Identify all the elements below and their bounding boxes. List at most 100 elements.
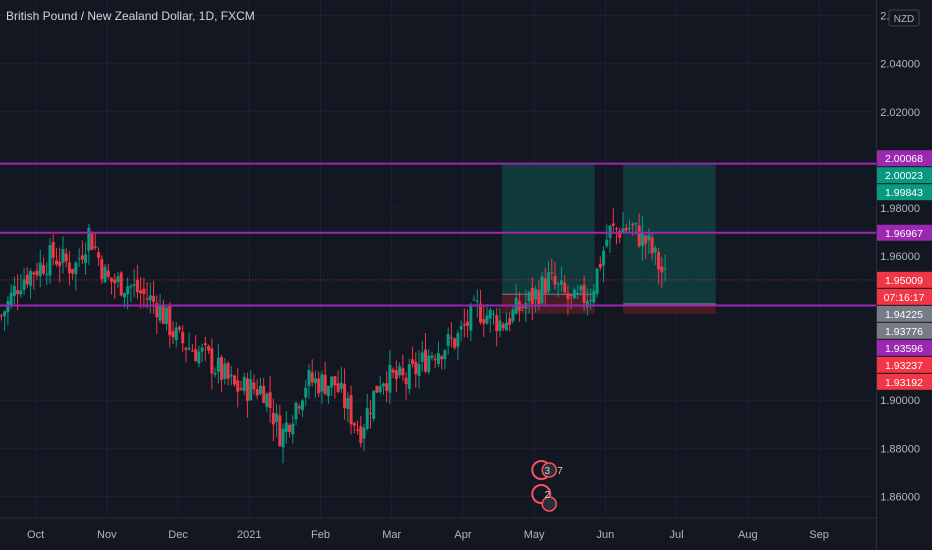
candle-body	[401, 368, 405, 376]
candle-body	[307, 369, 311, 386]
candle-body	[216, 357, 220, 372]
candle-body	[540, 276, 544, 304]
candle-body	[650, 237, 654, 254]
candle-body	[547, 272, 551, 292]
candle-body	[378, 386, 382, 393]
candle-body	[245, 378, 249, 402]
candle-body	[210, 348, 214, 374]
candle-body	[359, 426, 363, 443]
candle-body	[275, 413, 279, 422]
candle-body	[352, 423, 356, 426]
candle-body	[200, 347, 204, 352]
candle-body	[242, 376, 246, 392]
candle-body	[116, 276, 120, 282]
candle-body	[258, 385, 262, 395]
candle-body	[184, 347, 188, 350]
candle-body	[556, 283, 560, 285]
candle-body	[572, 289, 576, 299]
event-marker-icon[interactable]	[541, 496, 558, 512]
candle-body	[132, 284, 136, 286]
candle-body	[466, 321, 470, 326]
candle-body	[598, 264, 602, 268]
candle-body	[420, 352, 424, 362]
candle-body	[527, 291, 531, 302]
candle-body	[0, 315, 3, 317]
candle-body	[93, 246, 97, 248]
candle-body	[582, 284, 586, 303]
candle-body	[139, 290, 143, 294]
candle-body	[459, 326, 463, 330]
long-position-loss-zone[interactable]	[623, 303, 716, 314]
candle-body	[443, 350, 447, 360]
candle-body	[197, 351, 201, 364]
event-marker-icon[interactable]	[541, 462, 558, 478]
candle-body	[440, 356, 444, 360]
candle-body	[537, 290, 541, 305]
candle-body	[488, 309, 492, 319]
candle-body	[97, 252, 101, 258]
price-badge	[877, 356, 932, 373]
candle-body	[288, 424, 292, 433]
candle-body	[161, 304, 165, 324]
candle-body	[265, 393, 269, 407]
candle-body	[579, 285, 583, 291]
price-axis-divider	[876, 0, 877, 550]
candle-body	[80, 255, 84, 260]
candle-body	[297, 406, 301, 409]
price-axis-tick: 1.86000	[880, 491, 920, 503]
candle-body	[521, 307, 525, 309]
candle-body	[611, 223, 615, 226]
candle-body	[122, 293, 126, 298]
candle-body	[281, 428, 285, 448]
candle-body	[427, 355, 431, 373]
price-badge	[877, 224, 932, 241]
currency-label: NZD	[894, 14, 915, 25]
candle-body	[168, 305, 172, 336]
candle-body	[491, 313, 495, 315]
candle-body	[203, 343, 207, 346]
candle-body	[181, 331, 185, 344]
candle-body	[310, 372, 314, 383]
candle-body	[71, 268, 75, 274]
candle-body	[38, 262, 42, 277]
candle-body	[29, 271, 33, 286]
candle-body	[9, 292, 13, 305]
candle-body	[637, 225, 641, 246]
candle-body	[323, 374, 327, 395]
price-badge	[877, 288, 932, 305]
price-badge-label: 2.00068	[885, 153, 923, 165]
candle-body	[595, 268, 599, 294]
candle-body	[372, 390, 376, 419]
time-axis-label: Aug	[738, 529, 758, 541]
candle-body	[543, 278, 547, 294]
candle-body	[22, 279, 26, 290]
candle-body	[326, 385, 330, 397]
candle-body	[631, 223, 635, 226]
candle-body	[300, 400, 304, 411]
candle-body	[472, 299, 476, 301]
candle-body	[135, 279, 139, 293]
time-axis-label: Dec	[168, 529, 188, 541]
candle-body	[618, 231, 622, 238]
symbol-name: British Pound / New Zealand Dollar	[6, 9, 193, 23]
candle-body	[349, 395, 353, 425]
candle-body	[6, 300, 10, 313]
time-axis-label: Sep	[809, 529, 829, 541]
price-badge	[877, 271, 932, 288]
candle-body	[498, 320, 502, 332]
candle-body	[368, 412, 372, 415]
candle-body	[51, 242, 55, 258]
candle-body	[317, 378, 321, 394]
candle-body	[90, 232, 94, 250]
price-axis-tick: 2.02000	[880, 107, 920, 119]
price-badge	[877, 150, 932, 167]
candle-body	[330, 376, 334, 388]
candle-body	[388, 364, 392, 393]
candle-body	[644, 235, 648, 244]
candle-body	[207, 345, 211, 351]
candle-body	[252, 382, 256, 390]
candle-body	[563, 282, 567, 293]
candle-body	[126, 286, 130, 295]
